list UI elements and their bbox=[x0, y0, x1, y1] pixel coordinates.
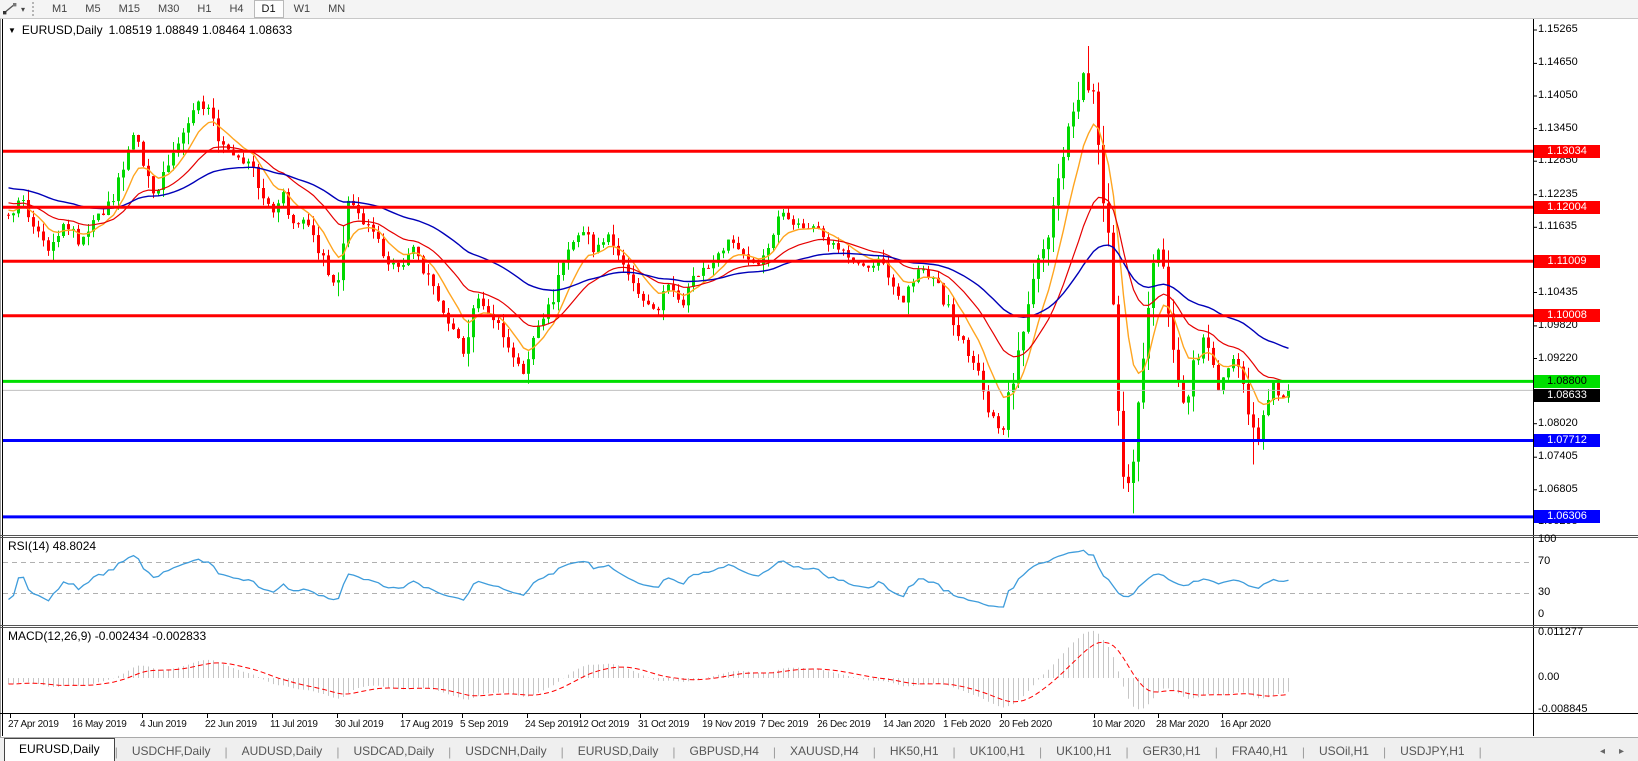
date-axis-label: 16 May 2019 bbox=[72, 719, 127, 730]
price-axis-tick-label: 1.11635 bbox=[1538, 220, 1577, 233]
date-axis-label: 16 Apr 2020 bbox=[1220, 719, 1271, 730]
chart-tab-UK100-H1[interactable]: UK100,H1 bbox=[1056, 744, 1112, 758]
chart-tab-EURUSD-Daily[interactable]: EURUSD,Daily bbox=[4, 738, 115, 761]
timeframe-button-H1[interactable]: H1 bbox=[197, 3, 212, 15]
date-axis-label: 12 Oct 2019 bbox=[578, 719, 630, 730]
tab-separator: | bbox=[1039, 745, 1043, 759]
date-axis-label: 11 Jul 2019 bbox=[270, 719, 318, 730]
rsi-axis-label-70: 70 bbox=[1538, 555, 1551, 567]
price-level-badge-1.08800: 1.08800 bbox=[1534, 374, 1600, 388]
date-axis-label: 4 Jun 2019 bbox=[140, 719, 187, 730]
date-axis-label: 30 Jul 2019 bbox=[335, 719, 384, 730]
macd-axis-label: 0.011277 bbox=[1538, 626, 1584, 638]
price-axis-tick-label: 1.12235 bbox=[1538, 187, 1578, 200]
date-axis-label: 19 Nov 2019 bbox=[702, 719, 756, 730]
tab-separator: | bbox=[1125, 745, 1129, 759]
tab-separator: | bbox=[224, 745, 228, 759]
timeframe-button-W1[interactable]: W1 bbox=[293, 3, 311, 15]
chart-tab-USOil-H1[interactable]: USOil,H1 bbox=[1318, 744, 1369, 758]
current-price-badge: 1.08633 bbox=[1534, 388, 1600, 402]
chart-tab-AUDUSD-Daily[interactable]: AUDUSD,Daily bbox=[241, 744, 323, 758]
tab-separator: | bbox=[1301, 745, 1305, 759]
date-axis-label: 7 Dec 2019 bbox=[760, 719, 809, 730]
price-level-badge-1.12004: 1.12004 bbox=[1534, 200, 1600, 214]
price-level-badge-1.13034: 1.13034 bbox=[1534, 144, 1600, 158]
macd-axis-label: 0.00 bbox=[1538, 671, 1560, 683]
chart-tab-HK50-H1[interactable]: HK50,H1 bbox=[889, 744, 939, 758]
price-axis-tick-label: 1.14650 bbox=[1538, 56, 1578, 69]
chart-tab-USDCHF-Daily[interactable]: USDCHF,Daily bbox=[131, 744, 211, 758]
chart-tab-GBPUSD-H4[interactable]: GBPUSD,H4 bbox=[689, 744, 759, 758]
chart-tab-USDCNH-Daily[interactable]: USDCNH,Daily bbox=[465, 744, 547, 758]
price-axis-tick-label: 1.08020 bbox=[1538, 416, 1578, 429]
date-axis-label: 5 Sep 2019 bbox=[460, 719, 509, 730]
chart-tab-XAUUSD-H4[interactable]: XAUUSD,H4 bbox=[790, 744, 859, 758]
tab-separator: | bbox=[872, 745, 876, 759]
tab-separator: | bbox=[560, 745, 564, 759]
tab-separator: | bbox=[1382, 745, 1387, 759]
timeframe-buttons: M1 M5 M15 M30 H1 H4 D1 W1 MN bbox=[43, 0, 354, 18]
date-axis-label: 27 Apr 2019 bbox=[8, 719, 59, 730]
chart-tab-USDCAD-Daily[interactable]: USDCAD,Daily bbox=[353, 744, 435, 758]
toolbar-grip bbox=[32, 2, 39, 16]
timeframe-button-M30[interactable]: M30 bbox=[157, 3, 180, 15]
price-axis-tick-label: 1.09220 bbox=[1538, 351, 1578, 364]
chart-tab-GER30-H1[interactable]: GER30,H1 bbox=[1142, 744, 1201, 758]
tab-scroll-right-icon[interactable]: ▸ bbox=[1618, 746, 1624, 757]
macd-axis-label: -0.008845 bbox=[1538, 703, 1588, 715]
price-axis-tick-label: 1.07405 bbox=[1538, 450, 1578, 463]
tab-separator: | bbox=[114, 745, 118, 759]
date-axis-label: 1 Feb 2020 bbox=[943, 719, 991, 730]
trendline-tool-icon[interactable] bbox=[0, 1, 20, 17]
price-axis-tick-label: 1.15265 bbox=[1538, 23, 1578, 35]
tab-separator: | bbox=[336, 745, 340, 759]
price-axis-tick-label: 1.14050 bbox=[1538, 89, 1578, 102]
price-level-badge-1.07712: 1.07712 bbox=[1534, 433, 1600, 447]
chart-tab-FRA40-H1[interactable]: FRA40,H1 bbox=[1231, 744, 1288, 758]
timeframe-button-H4[interactable]: H4 bbox=[229, 3, 244, 15]
date-axis-label: 20 Feb 2020 bbox=[999, 719, 1052, 730]
chart-tab-USDJPY-H1[interactable]: USDJPY,H1 bbox=[1400, 744, 1465, 758]
timeframe-button-M15[interactable]: M15 bbox=[118, 3, 140, 15]
price-level-badge-1.06306: 1.06306 bbox=[1534, 510, 1600, 524]
rsi-axis-label-100: 100 bbox=[1538, 533, 1557, 545]
tab-separator: | bbox=[772, 745, 777, 759]
timeframe-button-M5[interactable]: M5 bbox=[85, 3, 101, 15]
timeframe-button-D1[interactable]: D1 bbox=[253, 0, 284, 18]
date-axis-label: 10 Mar 2020 bbox=[1092, 719, 1145, 730]
timeframe-button-M1[interactable]: M1 bbox=[52, 3, 68, 15]
chart-tab-bar: EURUSD,Daily | USDCHF,Daily | AUDUSD,Daily | U… bbox=[0, 737, 1638, 761]
rsi-axis-label-0: 0 bbox=[1538, 608, 1545, 620]
tab-separator: | bbox=[1478, 745, 1482, 759]
price-axis-tick-label: 1.10435 bbox=[1538, 285, 1578, 298]
price-axis-tick-label: 1.06805 bbox=[1538, 482, 1578, 495]
price-level-badge-1.11009: 1.11009 bbox=[1534, 254, 1600, 268]
tab-separator: | bbox=[952, 745, 956, 759]
tab-separator: | bbox=[448, 745, 452, 759]
price-axis-tick-label: 1.13450 bbox=[1538, 121, 1578, 134]
date-axis-label: 22 Jun 2019 bbox=[205, 719, 257, 730]
rsi-axis-label-30: 30 bbox=[1538, 586, 1551, 598]
tab-separator: | bbox=[1214, 745, 1218, 759]
toolbar-dropdown-caret[interactable]: ▾ bbox=[21, 4, 26, 14]
date-axis-label: 24 Sep 2019 bbox=[525, 719, 579, 730]
timeframe-button-MN[interactable]: MN bbox=[328, 3, 346, 15]
date-axis-label: 31 Oct 2019 bbox=[638, 719, 690, 730]
timeframe-toolbar: ▾ M1 M5 M15 M30 H1 H4 D1 W1 MN bbox=[0, 0, 1638, 19]
chart-tab-EURUSD-Daily[interactable]: EURUSD,Daily bbox=[577, 744, 659, 758]
price-level-badge-1.10008: 1.10008 bbox=[1534, 309, 1600, 323]
chart-tab-UK100-H1[interactable]: UK100,H1 bbox=[969, 744, 1026, 758]
tab-separator: | bbox=[672, 745, 676, 759]
date-axis-label: 28 Mar 2020 bbox=[1156, 719, 1209, 730]
date-axis-label: 26 Dec 2019 bbox=[817, 719, 871, 730]
tab-scroll-left-icon[interactable]: ◂ bbox=[1599, 746, 1605, 757]
date-axis-label: 17 Aug 2019 bbox=[400, 719, 453, 730]
date-axis-label: 14 Jan 2020 bbox=[883, 719, 935, 730]
